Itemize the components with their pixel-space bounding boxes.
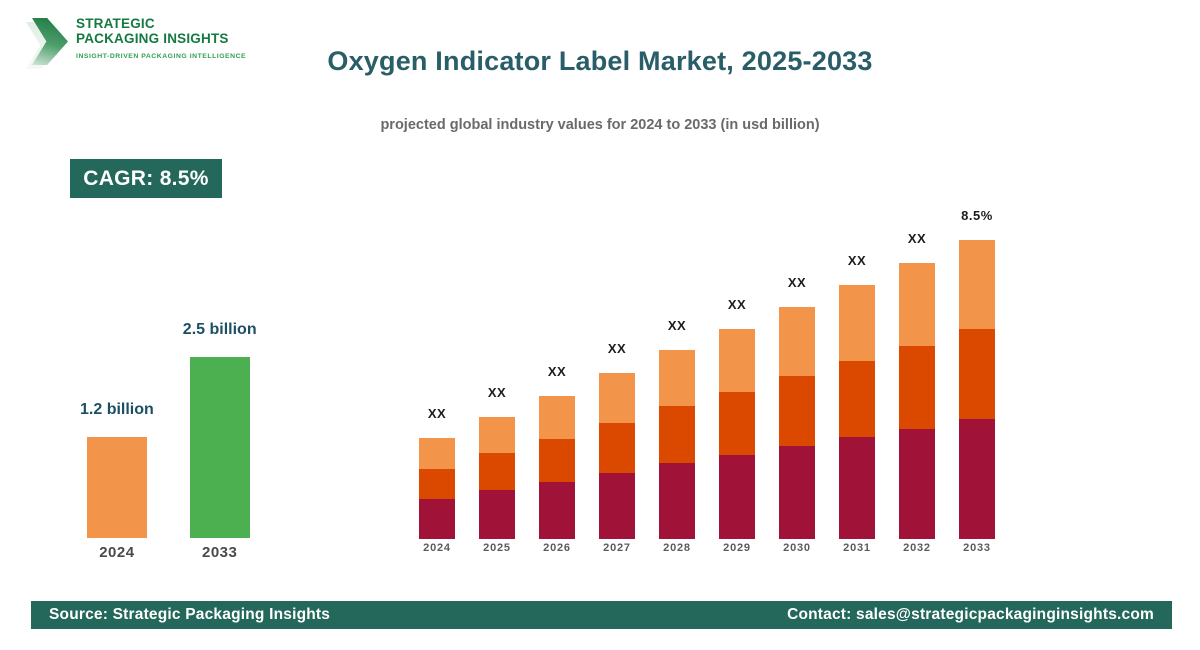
stacked-bar-group: XX 2032	[899, 231, 935, 554]
bar-segment-series-middle	[599, 423, 635, 473]
bar-stack	[479, 417, 515, 539]
summary-bar-group: 2.5 billion 2033	[183, 321, 257, 561]
stacked-bar-group: XX 2024	[419, 406, 455, 554]
stacked-bar-group: XX 2030	[779, 275, 815, 554]
bar-segment-series-bottom	[659, 463, 695, 539]
bar-value-label: XX	[907, 231, 927, 246]
bar-segment-series-middle	[719, 392, 755, 455]
summary-value-label: 2.5 billion	[182, 321, 257, 338]
logo-text: STRATEGIC PACKAGING INSIGHTS INSIGHT-DRI…	[76, 16, 246, 60]
stacked-bar-group: 8.5% 2033	[959, 208, 995, 554]
stacked-bar-group: XX 2031	[839, 253, 875, 554]
bar-segment-series-bottom	[419, 499, 455, 539]
logo-line1: STRATEGIC	[76, 16, 155, 31]
bar-segment-series-top	[479, 417, 515, 453]
bar-value-label: XX	[667, 318, 687, 333]
bar-stack	[539, 396, 575, 539]
bar-segment-series-bottom	[839, 437, 875, 539]
bar-year-label: 2028	[663, 542, 691, 554]
cagr-badge: CAGR: 8.5%	[70, 159, 222, 198]
bar-value-label: XX	[487, 385, 507, 400]
bar-segment-series-top	[419, 438, 455, 469]
footer-bar: Source: Strategic Packaging Insights Con…	[31, 601, 1172, 629]
bar-segment-series-top	[539, 396, 575, 439]
bar-stack	[959, 240, 995, 539]
bar-value-label: XX	[847, 253, 867, 268]
summary-year-label: 2024	[99, 544, 135, 561]
chevron-arrow-icon	[26, 18, 70, 69]
bar-value-label: XX	[727, 297, 747, 312]
bar-year-label: 2029	[723, 542, 751, 554]
bar-year-label: 2027	[603, 542, 631, 554]
logo-tagline: INSIGHT-DRIVEN PACKAGING INTELLIGENCE	[76, 53, 247, 60]
bar-value-label: 8.5%	[961, 208, 993, 223]
bar-stack	[779, 307, 815, 539]
bar-value-label: XX	[787, 275, 807, 290]
summary-year-label: 2033	[202, 544, 238, 561]
bar-segment-series-top	[959, 240, 995, 329]
bar-year-label: 2024	[423, 542, 451, 554]
stacked-bar-group: XX 2026	[539, 364, 575, 554]
bar-segment-series-bottom	[779, 446, 815, 539]
summary-value-label: 1.2 billion	[80, 401, 154, 418]
bar-segment-series-top	[599, 373, 635, 423]
bar-segment-series-bottom	[479, 490, 515, 539]
summary-bar-group: 1.2 billion 2024	[80, 401, 154, 561]
summary-bar	[86, 437, 147, 538]
bar-segment-series-middle	[779, 376, 815, 446]
bar-year-label: 2030	[783, 542, 811, 554]
bar-year-label: 2026	[543, 542, 571, 554]
bar-segment-series-middle	[839, 361, 875, 437]
summary-chart: 1.2 billion 2024 2.5 billion 2033	[80, 321, 257, 561]
footer-contact: Contact: sales@strategicpackaginginsight…	[787, 606, 1154, 623]
bar-segment-series-bottom	[599, 473, 635, 539]
bar-segment-series-bottom	[899, 429, 935, 539]
bar-stack	[839, 285, 875, 539]
logo-line2: PACKAGING INSIGHTS	[76, 31, 229, 46]
bar-segment-series-top	[719, 329, 755, 392]
stacked-bar-group: XX 2029	[719, 297, 755, 554]
bar-segment-series-bottom	[539, 482, 575, 539]
bar-stack	[419, 438, 455, 539]
bar-stack	[719, 329, 755, 539]
bar-segment-series-middle	[959, 329, 995, 419]
bar-value-label: XX	[547, 364, 567, 379]
bar-year-label: 2031	[843, 542, 871, 554]
bar-segment-series-top	[779, 307, 815, 376]
bar-stack	[599, 373, 635, 539]
bar-value-label: XX	[427, 406, 447, 421]
bar-segment-series-top	[659, 350, 695, 406]
stacked-bar-group: XX 2025	[479, 385, 515, 554]
bar-year-label: 2033	[963, 542, 991, 554]
bar-year-label: 2025	[483, 542, 511, 554]
bar-segment-series-bottom	[959, 419, 995, 539]
bar-stack	[899, 263, 935, 539]
bar-segment-series-middle	[419, 469, 455, 499]
bar-segment-series-middle	[899, 346, 935, 429]
bar-segment-series-middle	[659, 406, 695, 463]
footer-source: Source: Strategic Packaging Insights	[49, 606, 331, 623]
bar-stack	[659, 350, 695, 539]
summary-bar	[189, 357, 250, 538]
bar-segment-series-top	[839, 285, 875, 361]
bar-value-label: XX	[607, 341, 627, 356]
bar-segment-series-middle	[539, 439, 575, 482]
bar-segment-series-top	[899, 263, 935, 346]
stacked-bar-group: XX 2028	[659, 318, 695, 554]
page-title: Oxygen Indicator Label Market, 2025-2033	[327, 46, 873, 76]
bar-segment-series-middle	[479, 453, 515, 490]
stacked-chart: XX 2024 XX 2025 XX 2026 XX 2027 XX 2028 XX 2029 XX 20…	[419, 208, 995, 554]
bar-year-label: 2032	[903, 542, 931, 554]
bar-segment-series-bottom	[719, 455, 755, 539]
page-subtitle: projected global industry values for 202…	[380, 117, 820, 133]
company-logo: STRATEGIC PACKAGING INSIGHTS INSIGHT-DRI…	[26, 16, 246, 69]
stacked-bar-group: XX 2027	[599, 341, 635, 554]
